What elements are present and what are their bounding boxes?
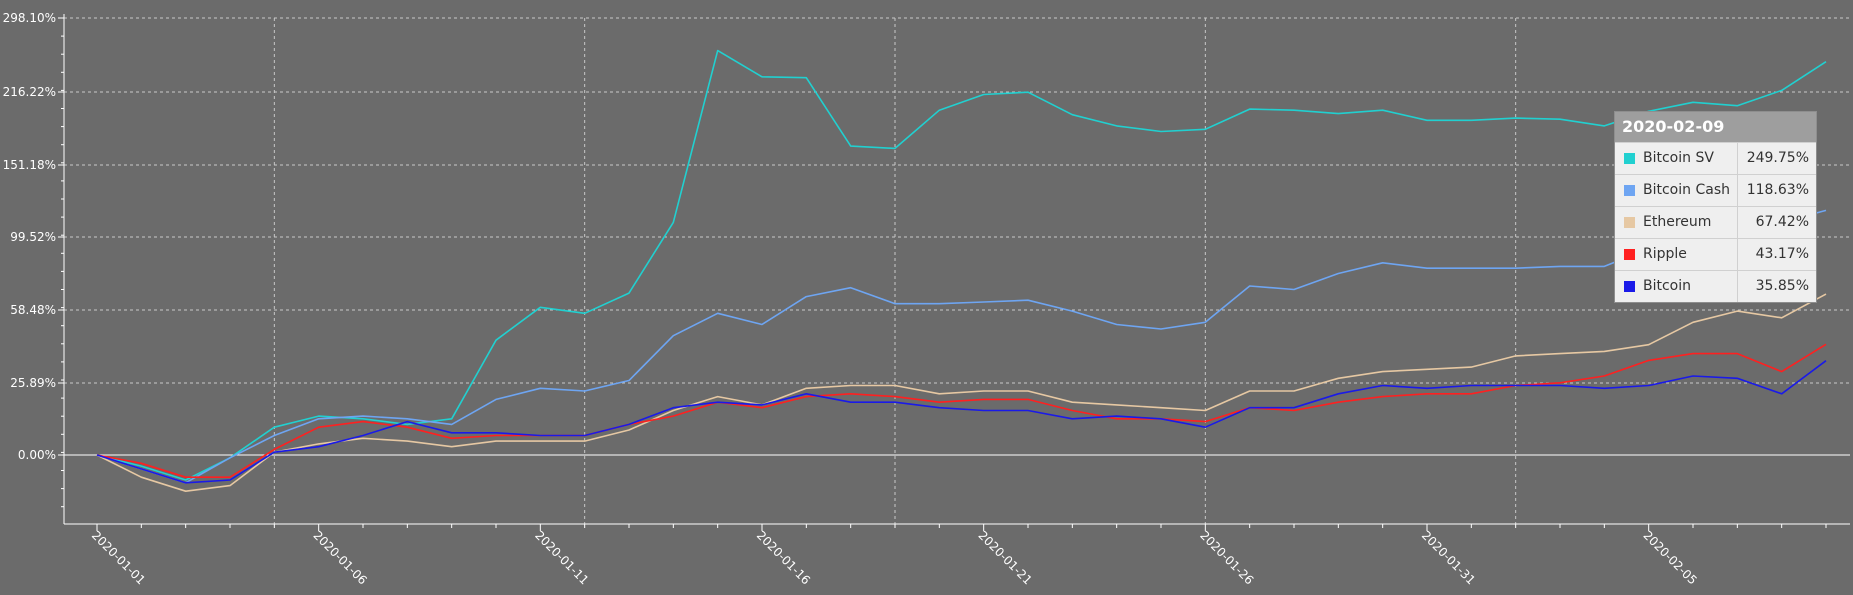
tooltip: 2020-02-09 Bitcoin SV 249.75% Bitcoin Ca… [1614, 111, 1817, 303]
y-tick-label: 216.22% [3, 85, 56, 99]
legend-swatch [1624, 153, 1635, 164]
series-value: 43.17% [1755, 246, 1809, 262]
series-value: 249.75% [1746, 150, 1809, 166]
x-tick-label: 2020-01-11 [532, 528, 591, 587]
series-name: Bitcoin SV [1643, 150, 1714, 166]
tooltip-date: 2020-02-09 [1615, 112, 1816, 142]
tooltip-row: Bitcoin SV 249.75% [1615, 142, 1816, 174]
tooltip-row: Bitcoin Cash 118.63% [1615, 174, 1816, 206]
series-value: 118.63% [1746, 182, 1809, 198]
series-name: Ethereum [1643, 214, 1712, 230]
series-lines [96, 49, 1827, 493]
x-tick-label: 2020-01-21 [976, 528, 1035, 587]
series-name: Ripple [1643, 246, 1687, 262]
y-tick-label: 151.18% [3, 158, 56, 172]
legend-swatch [1624, 217, 1635, 228]
legend-swatch [1624, 249, 1635, 260]
gridlines [64, 17, 1850, 524]
y-tick-label: 58.48% [10, 303, 56, 317]
tick-labels: 0.00% 25.89% 58.48% 99.52% 151.18% 216.22% 298… [3, 11, 1700, 587]
series-line [96, 293, 1827, 493]
series-value: 35.85% [1755, 278, 1809, 294]
x-tick-label: 2020-01-31 [1419, 528, 1478, 587]
tooltip-row: Ethereum 67.42% [1615, 206, 1816, 238]
series-line [96, 209, 1827, 484]
tooltip-row: Bitcoin 35.85% [1615, 270, 1816, 302]
tooltip-row: Ripple 43.17% [1615, 238, 1816, 270]
x-tick-label: 2020-01-01 [89, 528, 148, 587]
y-tick-label: 298.10% [3, 11, 56, 25]
y-tick-label: 25.89% [10, 376, 56, 390]
axes [58, 14, 1850, 531]
series-line [96, 49, 1827, 481]
x-tick-label: 2020-01-16 [754, 528, 813, 587]
legend-swatch [1624, 281, 1635, 292]
x-tick-label: 2020-02-05 [1641, 528, 1700, 587]
series-name: Bitcoin [1643, 278, 1692, 294]
y-tick-label: 0.00% [18, 448, 56, 462]
series-value: 67.42% [1755, 214, 1809, 230]
x-tick-label: 2020-01-26 [1197, 528, 1256, 587]
x-tick-label: 2020-01-06 [311, 528, 370, 587]
series-line [96, 360, 1827, 484]
legend-swatch [1624, 185, 1635, 196]
series-name: Bitcoin Cash [1643, 182, 1730, 198]
series-line [96, 343, 1827, 479]
y-tick-label: 99.52% [10, 230, 56, 244]
